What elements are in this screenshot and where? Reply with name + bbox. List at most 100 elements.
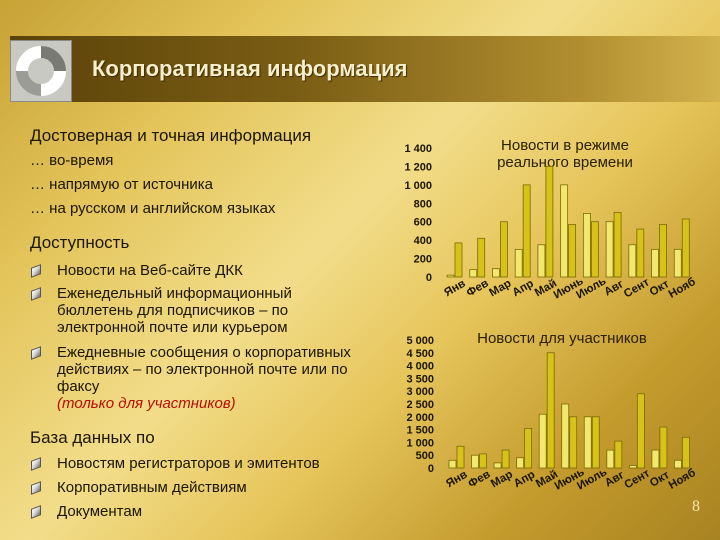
y-tick-label: 4 500 (406, 348, 434, 360)
bar-series1 (469, 269, 478, 278)
bar-series1 (628, 244, 637, 278)
list-item: Новости на Веб-сайте ДКК (30, 262, 360, 279)
bar-series1 (446, 274, 455, 278)
bar-series1 (583, 416, 592, 469)
list-item: Новостям регистраторов и эмитентов (30, 455, 380, 472)
availability-list: Новости на Веб-сайте ДКК Еженедельный ин… (30, 262, 360, 418)
x-tick-label: Фев (465, 277, 491, 299)
bar-series2 (524, 427, 533, 469)
bar-series1 (651, 449, 660, 469)
bar-series2 (568, 224, 577, 278)
x-tick-label: Июнь (553, 466, 587, 492)
y-tick-label: 1 200 (404, 161, 432, 173)
chart-title: Новости в режиме (501, 137, 629, 154)
x-tick-label: Мар (489, 468, 515, 490)
bar-series1 (651, 248, 659, 278)
x-tick-label: Авг (603, 469, 627, 490)
bar-series2 (477, 237, 486, 278)
chart-title: реального времени (497, 154, 633, 171)
y-tick-label: 800 (414, 198, 432, 210)
bar-series2 (681, 218, 690, 278)
x-tick-label: Апр (511, 278, 536, 300)
x-tick-label: Мар (487, 277, 513, 299)
bar-series2 (659, 426, 668, 469)
x-tick-label: Фев (466, 468, 492, 490)
list-item: Еженедельный информационный бюллетень дл… (30, 285, 360, 336)
y-tick-label: 2 500 (406, 399, 434, 411)
bar-series1 (560, 184, 569, 278)
x-tick-label: Окт (648, 469, 672, 490)
x-tick-label: Окт (648, 278, 672, 299)
bar-series2 (682, 436, 690, 469)
x-tick-label: Янв (444, 469, 469, 491)
bar-series2 (454, 242, 463, 278)
logo-ring-icon (16, 46, 66, 96)
bar-series1 (673, 248, 682, 278)
bullet-icon (31, 457, 41, 471)
y-tick-label: 500 (416, 450, 434, 462)
bar-series2 (613, 212, 622, 278)
list-item: Ежедневные сообщения о корпоративных дей… (30, 344, 360, 412)
y-tick-label: 0 (428, 463, 434, 475)
bar-series1 (674, 459, 682, 469)
x-tick-label: Апр (512, 469, 537, 491)
sub-item: … напрямую от источника (30, 176, 213, 193)
bar-series1 (605, 221, 614, 278)
bar-series1 (537, 244, 546, 278)
bar-series1 (471, 454, 479, 469)
y-tick-label: 3 000 (406, 386, 434, 398)
bar-series2 (522, 184, 531, 278)
bar-series1 (538, 413, 547, 469)
bar-series2 (636, 393, 645, 469)
bar-series2 (569, 416, 578, 469)
x-tick-label: Нояб (667, 276, 698, 301)
heading-reliable: Достоверная и точная информация (30, 126, 312, 145)
y-tick-label: 5 000 (406, 335, 434, 347)
heading-database: База данных по (30, 428, 155, 447)
y-tick-label: 1 000 (406, 437, 434, 449)
bar-series2 (659, 224, 667, 278)
bullet-icon (31, 287, 41, 301)
bar-series1 (516, 457, 525, 469)
x-tick-label: Июнь (552, 275, 586, 301)
bar-series1 (582, 213, 591, 278)
bullet-icon (31, 264, 41, 278)
x-tick-label: Нояб (667, 467, 698, 492)
database-list: Новостям регистраторов и эмитентов Корпо… (30, 455, 380, 526)
x-tick-label: Июль (575, 466, 609, 492)
y-tick-label: 3 500 (406, 373, 434, 385)
bar-series2 (479, 453, 487, 469)
y-tick-label: 0 (426, 272, 432, 284)
bar-series2 (546, 352, 555, 469)
bar-series1 (561, 403, 570, 469)
bar-series2 (636, 228, 645, 278)
y-tick-label: 400 (414, 235, 432, 247)
sub-item: … на русском и английском языках (30, 200, 276, 217)
logo (10, 40, 72, 102)
participants-note: (только для участников) (57, 395, 236, 412)
list-item: Документам (30, 503, 380, 520)
x-tick-label: Сент (622, 276, 652, 300)
bar-series1 (628, 465, 637, 469)
bullet-icon (31, 505, 41, 519)
bar-series2 (456, 445, 465, 469)
bullet-icon (31, 346, 41, 360)
bar-series2 (501, 449, 510, 469)
list-item: Корпоративным действиям (30, 479, 380, 496)
y-tick-label: 1 000 (404, 180, 432, 192)
page-number: 8 (692, 498, 700, 515)
bar-series2 (500, 221, 508, 278)
x-tick-label: Авг (602, 278, 626, 299)
x-tick-label: Май (534, 468, 560, 490)
bar-series1 (492, 268, 500, 278)
bar-series2 (545, 166, 554, 278)
bar-series1 (493, 462, 502, 469)
x-tick-label: Янв (442, 278, 467, 300)
y-tick-label: 4 000 (406, 361, 434, 373)
y-tick-label: 1 500 (406, 425, 434, 437)
bar-series1 (448, 459, 457, 469)
y-tick-label: 600 (414, 217, 432, 229)
y-tick-label: 1 400 (404, 143, 432, 155)
bar-series1 (514, 248, 523, 278)
x-tick-label: Июль (574, 275, 608, 301)
